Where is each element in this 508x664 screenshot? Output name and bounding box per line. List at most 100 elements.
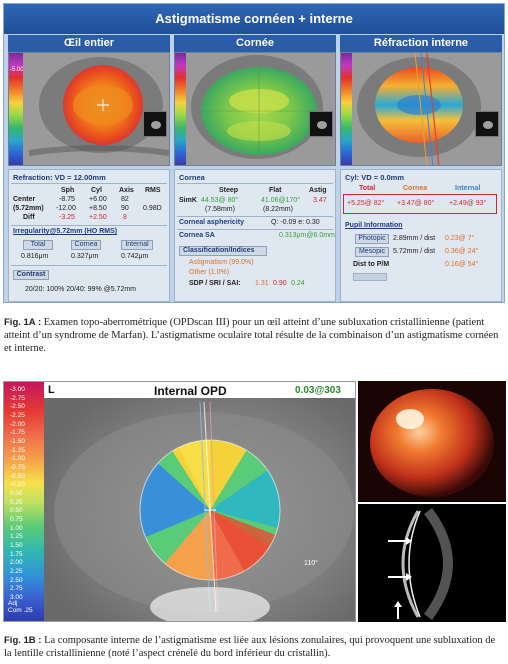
figure-1b-eye-images xyxy=(358,381,506,622)
scale-tick: -2.25 xyxy=(10,412,25,419)
scale-tick: -3.00 xyxy=(10,386,25,393)
figure-banner: Astigmatisme cornéen + interne xyxy=(4,4,504,34)
row-center-size: (5.72mm) xyxy=(13,205,44,212)
scale-tick: 1.25 xyxy=(10,533,23,541)
center-sph: -8.75 xyxy=(59,196,75,203)
row-center-label: Center xyxy=(13,196,36,203)
scale-tick: -1.75 xyxy=(10,429,25,437)
header-steep: Steep xyxy=(219,187,239,194)
diff-sph: -3.25 xyxy=(59,214,75,221)
cornea-title: Cornea xyxy=(179,173,205,182)
asphericity-value: Q: -0.09 e: 0.30 xyxy=(271,219,320,226)
figure-1a: Astigmatisme cornéen + interne Œil entie… xyxy=(3,3,505,303)
eye-label: L xyxy=(48,384,55,396)
cornea-map-graphic xyxy=(186,53,335,165)
simk-astig: 3.47 xyxy=(313,197,327,204)
scale-tick: 1.75 xyxy=(10,550,23,558)
classification-button[interactable]: Classification/Indices xyxy=(179,246,267,256)
internal-map-graphic xyxy=(352,53,501,165)
cyl-internal-value: +2.49@ 93° xyxy=(449,200,487,207)
scale-tick: -1.50 xyxy=(10,438,25,445)
mesopic-button[interactable]: Mesopic xyxy=(355,247,389,257)
scale-tick: -1.25 xyxy=(10,446,25,454)
header-cornea: Cornea xyxy=(403,185,428,192)
internal-button[interactable]: Internal xyxy=(121,240,153,250)
opd-map-graphic xyxy=(44,382,355,621)
cornea-map xyxy=(174,52,336,166)
simk-flat: 41.06@170° xyxy=(261,197,301,204)
map-thumbnail xyxy=(309,111,333,137)
col-header-whole-eye: Œil entier xyxy=(8,35,170,52)
cornea-button[interactable]: Cornea xyxy=(71,240,101,250)
internal-panel: Cyl: VD = 0.0mm Total Cornea Internal +5… xyxy=(340,169,502,302)
center2-sph: -12.00 xyxy=(56,205,76,212)
scale-tick: -0.75 xyxy=(10,464,25,471)
sdp-label: SDP / SRI / SAI: xyxy=(189,280,241,287)
adj-com-label: Adj Com .25 xyxy=(8,600,33,614)
photopic-button[interactable]: Photopic xyxy=(355,234,389,244)
figure-1b-opd-map: -3.00 -2.75 -2.50 -2.25 -2.00 -1.75 -1.50 -1.25… xyxy=(3,381,356,622)
caption-1a-label: Fig. 1A : xyxy=(4,317,42,328)
caption-1b-label: Fig. 1B : xyxy=(4,635,42,646)
scale-tick: 0.50 xyxy=(10,507,23,515)
simk-flat-mm: (8.22mm) xyxy=(263,206,293,213)
irr-cornea-value: 0.327μm xyxy=(71,253,99,260)
opd-title: Internal OPD xyxy=(154,384,227,398)
map-colorbar xyxy=(175,53,186,165)
scale-tick: 2.00 xyxy=(10,559,23,567)
whole-eye-map: -5.00 xyxy=(8,52,170,166)
refraction-panel: Refraction: VD = 12.00mm Sph Cyl Axis RM… xyxy=(8,169,170,302)
cyl-cornea-value: +3.47@ 80° xyxy=(397,200,435,207)
disabled-button xyxy=(353,273,387,281)
caption-fig-1b: Fig. 1B : La composante interne de l’ast… xyxy=(4,634,504,660)
header-total: Total xyxy=(359,185,376,192)
irr-total-value: 0.816μm xyxy=(21,253,49,260)
sdp-value: 1.31 xyxy=(255,280,269,287)
center2-rms: 0.98D xyxy=(143,205,162,212)
adj-label: Adj xyxy=(8,600,18,607)
scale-tick: 3.00 xyxy=(10,594,23,601)
photopic-extra: 0.23@ 7° xyxy=(445,235,475,242)
center2-cyl: +8.50 xyxy=(89,205,107,212)
simk-label: SimK xyxy=(179,197,197,204)
cornea-sa-label: Cornea SA xyxy=(179,232,215,239)
scale-tick: -1.00 xyxy=(10,455,25,463)
diff-cyl: +2.50 xyxy=(89,214,107,221)
header-cyl: Cyl xyxy=(91,187,102,194)
scale-tick: 1.50 xyxy=(10,542,23,549)
header-rms: RMS xyxy=(145,187,161,194)
col-header-internal-refraction: Réfraction interne xyxy=(340,35,502,52)
asphericity-label: Corneal asphericity xyxy=(179,219,244,226)
cyl-highlight-box xyxy=(343,194,497,214)
angle-label: 110° xyxy=(304,560,318,567)
header-axis: Axis xyxy=(119,187,134,194)
col-header-cornea: Cornée xyxy=(174,35,336,52)
internal-title: Cyl: VD = 0.0mm xyxy=(345,173,404,182)
header-astig: Astig xyxy=(309,187,327,194)
colorbar-value: -5.00 xyxy=(10,67,24,73)
caption-1b-text: La composante interne de l’astigmatisme … xyxy=(4,635,496,659)
total-button[interactable]: Total xyxy=(23,240,53,250)
com-label: Com .25 xyxy=(8,607,33,614)
classification-astigmatism: Astigmatism (99.0%) xyxy=(189,259,254,266)
contrast-button[interactable]: Contrast xyxy=(13,270,49,280)
scale-tick: 0.25 xyxy=(10,498,23,506)
mesopic-value: 5.72mm / dist xyxy=(393,248,436,255)
map-thumbnail xyxy=(475,111,499,137)
center-cyl: +6.00 xyxy=(89,196,107,203)
internal-refraction-map xyxy=(340,52,502,166)
center2-axis: 90 xyxy=(121,205,129,212)
opd-value: 0.03@303 xyxy=(295,385,341,396)
caption-fig-1a: Fig. 1A : Examen topo-aberrométrique (OP… xyxy=(4,316,504,355)
row-diff-label: Diff xyxy=(23,214,35,221)
scale-tick: -2.00 xyxy=(10,420,25,428)
contrast-value: 20/20: 100% 20/40: 99% @5.72mm xyxy=(25,286,137,293)
scale-tick: 2.25 xyxy=(10,568,23,575)
scale-tick: -0.50 xyxy=(10,472,25,480)
opd-color-scale: -3.00 -2.75 -2.50 -2.25 -2.00 -1.75 -1.50 -1.25… xyxy=(4,382,44,621)
sai-value: 0.24 xyxy=(291,280,305,287)
center-axis: 82 xyxy=(121,196,129,203)
refraction-title: Refraction: VD = 12.00mm xyxy=(13,173,106,182)
scale-tick: -0.25 xyxy=(10,481,25,489)
pupil-title: Pupil Information xyxy=(345,222,403,229)
